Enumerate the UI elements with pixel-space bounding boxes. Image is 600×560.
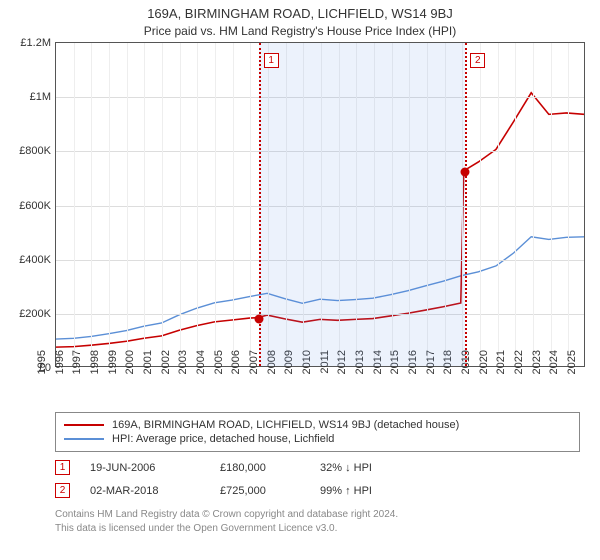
vgrid-line <box>515 43 516 366</box>
vgrid-line <box>162 43 163 366</box>
x-axis-label: 2005 <box>213 350 225 390</box>
chart-plot-area: £0£200K£400K£600K£800K£1M£1.2M1995199619… <box>55 42 585 367</box>
x-axis-label: 2022 <box>513 350 525 390</box>
transaction-marker: 2 <box>55 483 70 498</box>
vgrid-line <box>480 43 481 366</box>
transaction-row: 2 02-MAR-2018 £725,000 99% ↑ HPI <box>55 479 580 502</box>
chart-title: 169A, BIRMINGHAM ROAD, LICHFIELD, WS14 9… <box>0 0 600 21</box>
transaction-row: 1 19-JUN-2006 £180,000 32% ↓ HPI <box>55 456 580 479</box>
y-axis-label: £800K <box>19 145 51 157</box>
vgrid-line <box>197 43 198 366</box>
legend-item: HPI: Average price, detached house, Lich… <box>64 432 571 446</box>
marker-dot-1 <box>254 315 263 324</box>
y-axis-label: £1.2M <box>20 37 51 49</box>
transactions-table: 1 19-JUN-2006 £180,000 32% ↓ HPI 2 02-MAR-201… <box>55 456 580 502</box>
y-axis-label: £600K <box>19 200 51 212</box>
x-axis-label: 1995 <box>36 350 48 390</box>
vgrid-line <box>180 43 181 366</box>
x-axis-label: 2001 <box>142 350 154 390</box>
footer-attribution: Contains HM Land Registry data © Crown c… <box>55 508 580 535</box>
x-axis-label: 2000 <box>124 350 136 390</box>
x-axis-label: 2003 <box>177 350 189 390</box>
transaction-marker: 1 <box>55 460 70 475</box>
vgrid-line <box>568 43 569 366</box>
legend-label: 169A, BIRMINGHAM ROAD, LICHFIELD, WS14 9… <box>112 419 459 431</box>
y-axis-label: £400K <box>19 254 51 266</box>
vgrid-line <box>250 43 251 366</box>
x-axis-label: 2021 <box>495 350 507 390</box>
vgrid-line <box>127 43 128 366</box>
transaction-price: £725,000 <box>220 485 300 497</box>
x-axis-label: 1996 <box>54 350 66 390</box>
x-axis-label: 2025 <box>566 350 578 390</box>
transaction-price: £180,000 <box>220 462 300 474</box>
footer-line-1: Contains HM Land Registry data © Crown c… <box>55 508 580 522</box>
vgrid-line <box>109 43 110 366</box>
x-axis-label: 1998 <box>89 350 101 390</box>
transaction-diff: 32% ↓ HPI <box>320 462 420 474</box>
vgrid-line <box>533 43 534 366</box>
chart-subtitle: Price paid vs. HM Land Registry's House … <box>0 21 600 42</box>
vgrid-line <box>233 43 234 366</box>
vgrid-line <box>215 43 216 366</box>
legend-swatch <box>64 438 104 440</box>
legend: 169A, BIRMINGHAM ROAD, LICHFIELD, WS14 9… <box>55 412 580 452</box>
legend-swatch <box>64 424 104 426</box>
chart-container: 169A, BIRMINGHAM ROAD, LICHFIELD, WS14 9… <box>0 0 600 560</box>
x-axis-label: 1997 <box>71 350 83 390</box>
marker-dot-2 <box>461 167 470 176</box>
y-axis-label: £1M <box>30 91 51 103</box>
x-axis-label: 1999 <box>107 350 119 390</box>
transaction-diff: 99% ↑ HPI <box>320 485 420 497</box>
marker-box-2: 2 <box>470 53 485 68</box>
vgrid-line <box>498 43 499 366</box>
x-axis-label: 2006 <box>230 350 242 390</box>
plot-box: £0£200K£400K£600K£800K£1M£1.2M1995199619… <box>55 42 585 367</box>
legend-item: 169A, BIRMINGHAM ROAD, LICHFIELD, WS14 9… <box>64 418 571 432</box>
vgrid-line <box>74 43 75 366</box>
legend-label: HPI: Average price, detached house, Lich… <box>112 433 334 445</box>
x-axis-label: 2024 <box>548 350 560 390</box>
marker-box-1: 1 <box>264 53 279 68</box>
x-axis-label: 2002 <box>160 350 172 390</box>
vgrid-line <box>91 43 92 366</box>
vgrid-line <box>144 43 145 366</box>
shaded-region <box>259 43 466 366</box>
transaction-date: 02-MAR-2018 <box>90 485 200 497</box>
x-axis-label: 2023 <box>531 350 543 390</box>
footer-line-2: This data is licensed under the Open Gov… <box>55 522 580 536</box>
x-axis-label: 2020 <box>478 350 490 390</box>
y-axis-label: £200K <box>19 308 51 320</box>
x-axis-label: 2004 <box>195 350 207 390</box>
vgrid-line <box>551 43 552 366</box>
transaction-date: 19-JUN-2006 <box>90 462 200 474</box>
marker-line-2 <box>465 43 467 366</box>
